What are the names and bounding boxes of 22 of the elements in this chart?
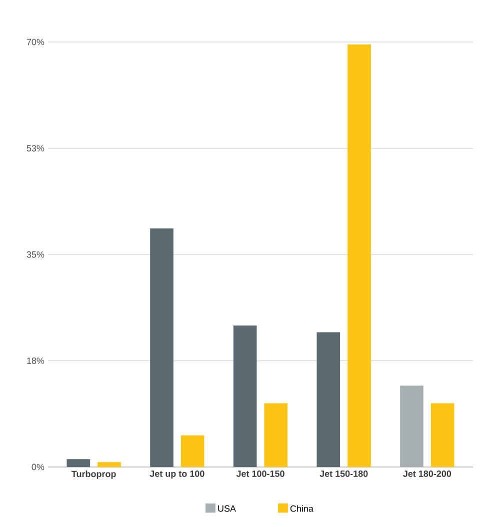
y-tick-label: 0%: [32, 464, 44, 470]
bar: [98, 462, 121, 467]
legend-label: USA: [218, 505, 236, 512]
bar: [150, 228, 174, 467]
bar: [264, 403, 288, 467]
bar: [233, 326, 257, 467]
bar: [66, 459, 90, 467]
y-tick-label: 35%: [26, 251, 44, 258]
y-tick-label: 53%: [26, 145, 44, 152]
x-tick-label: Jet 100-150: [236, 470, 284, 477]
x-tick-label: Turboprop: [72, 470, 116, 479]
bar: [348, 44, 371, 467]
legend-label: China: [290, 505, 314, 512]
y-tick-label: 70%: [26, 38, 44, 46]
x-tick-label: Jet 150-180: [320, 470, 368, 477]
bar: [430, 403, 454, 467]
bar: [316, 332, 340, 467]
bar: [400, 386, 424, 467]
x-tick-label: Jet up to 100: [150, 470, 204, 479]
y-tick-label: 18%: [27, 358, 44, 364]
x-tick-label: Jet 180-200: [403, 470, 452, 477]
bar: [180, 435, 204, 467]
